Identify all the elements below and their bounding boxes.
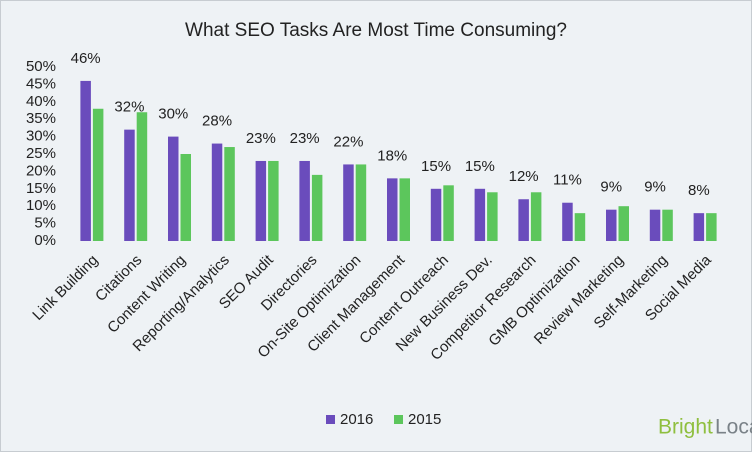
data-label: 18% [377,147,407,164]
y-tick-label: 5% [34,215,56,232]
bar [268,160,279,241]
bar [518,199,529,241]
y-tick-label: 45% [26,75,56,92]
bar [562,202,573,241]
bar [224,147,235,241]
bar [124,129,135,241]
bar [180,154,191,241]
bar [662,209,673,241]
bar [299,160,310,241]
bar [387,178,398,241]
bar [211,143,223,241]
bar [136,112,148,242]
bar [355,164,367,241]
bar [606,209,617,241]
legend-swatch [326,415,335,424]
data-label: 12% [509,168,539,185]
bar [693,213,705,241]
logo-first: Bright [658,416,713,439]
y-tick-label: 20% [26,162,56,179]
bar [530,192,542,241]
data-label: 9% [600,179,622,196]
x-tick-label: Link Building [29,252,101,324]
bar [574,213,586,241]
legend-label: 2016 [340,411,373,428]
data-label: 30% [158,106,188,123]
bar [430,188,442,241]
legend-label: 2015 [408,411,441,428]
data-label: 22% [333,133,363,150]
data-label: 9% [644,179,666,196]
bar [168,136,179,241]
data-label: 15% [421,158,451,175]
data-label: 8% [688,182,710,199]
y-tick-label: 30% [26,128,56,145]
y-tick-label: 25% [26,145,56,162]
legend-swatch [394,415,403,424]
bar [474,188,486,241]
data-label: 46% [71,50,101,67]
y-tick-label: 35% [26,110,56,127]
bar [649,209,661,241]
bar [311,174,323,241]
bar [255,160,267,241]
data-label: 28% [202,113,232,130]
y-tick-label: 15% [26,180,56,197]
data-label: 11% [553,172,582,189]
data-label: 23% [246,130,276,147]
bar [706,213,717,241]
bar [618,206,629,241]
x-tick-label: Content Writing [104,252,189,337]
bar [343,164,354,241]
y-tick-label: 10% [26,197,56,214]
bar [80,80,91,241]
bar [399,178,410,241]
y-tick-label: 40% [26,93,56,110]
data-label: 32% [114,99,144,116]
logo-second: Local [715,416,752,439]
bar [443,185,454,241]
y-tick-label: 50% [26,58,56,75]
bar [487,192,498,241]
chart-title: What SEO Tasks Are Most Time Consuming? [185,20,567,41]
bar [92,108,104,241]
data-label: 23% [290,130,320,147]
data-label: 15% [465,158,495,175]
y-tick-label: 0% [34,232,56,249]
